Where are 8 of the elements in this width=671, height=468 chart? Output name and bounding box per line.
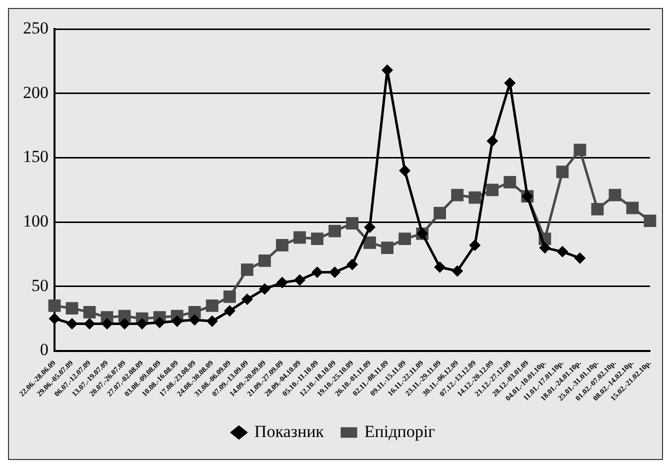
y-tick-label: 150 (23, 147, 48, 166)
legend-label: Показник (254, 422, 325, 441)
y-tick-label: 0 (40, 340, 48, 360)
y-tick-label: 250 (23, 18, 48, 38)
legend-label: Епідпоріг (364, 422, 436, 441)
y-tick-label: 200 (23, 82, 48, 102)
y-tick-label: 50 (32, 276, 48, 295)
y-tick-label: 100 (23, 212, 48, 231)
